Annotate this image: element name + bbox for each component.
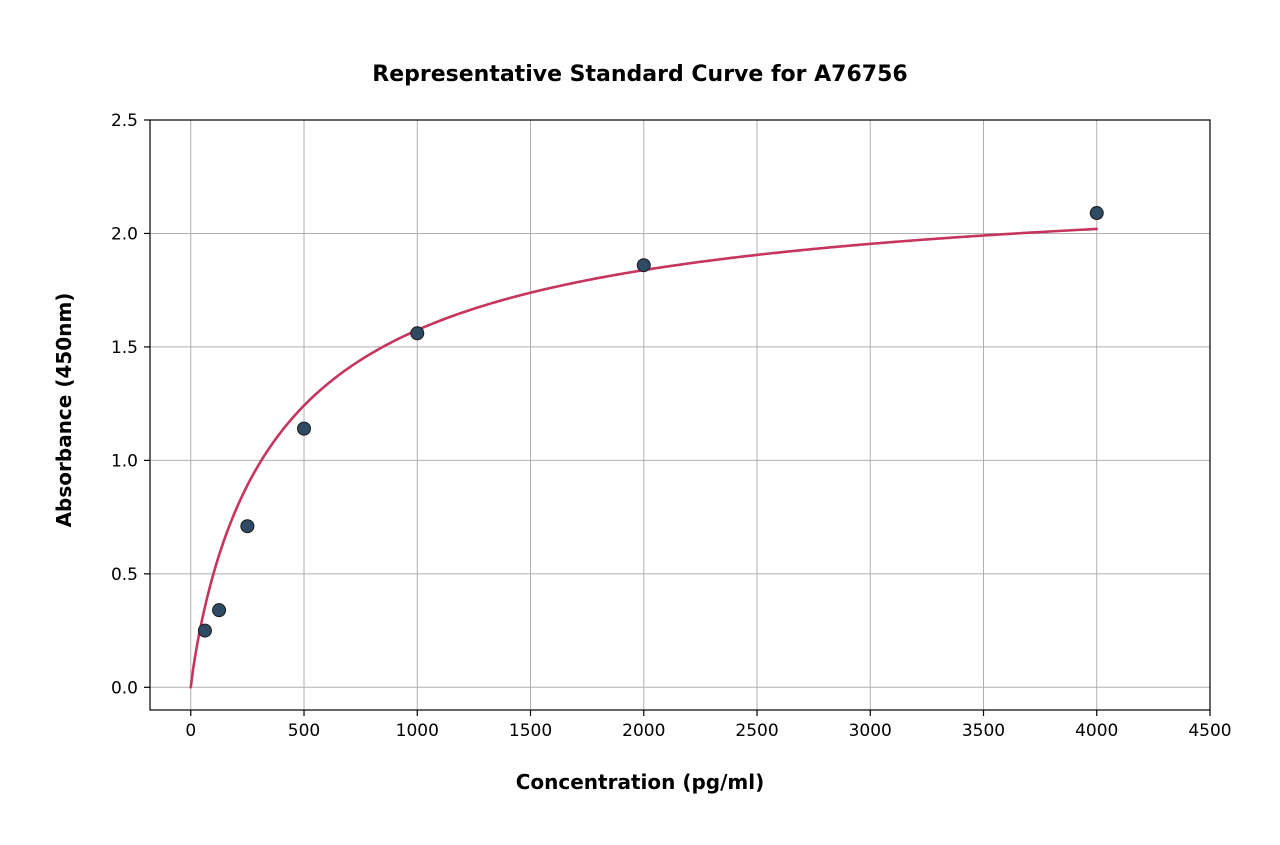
x-tick-label: 0 [185,721,196,741]
y-tick-label: 0.0 [111,678,138,698]
data-point [1090,207,1103,220]
data-point [298,422,311,435]
x-tick-label: 1500 [509,721,552,741]
x-tick-label: 3500 [962,721,1005,741]
x-tick-label: 2500 [735,721,778,741]
data-point [198,624,211,637]
y-tick-label: 2.0 [111,224,138,244]
chart-svg: 0 500 1000 1500 2000 2500 3000 3500 4000 4500 0.0 0… [0,0,1280,845]
data-point [637,259,650,272]
y-tick-label: 1.5 [111,338,138,358]
x-tick-label: 1000 [396,721,439,741]
y-tick-label: 0.5 [111,565,138,585]
x-tick-label: 4000 [1075,721,1118,741]
x-tick-label: 3000 [849,721,892,741]
y-tick-label: 2.5 [111,111,138,131]
x-tick-label: 4500 [1188,721,1231,741]
data-point [241,520,254,533]
data-point [213,604,226,617]
x-tick-label: 2000 [622,721,665,741]
y-tick-label: 1.0 [111,451,138,471]
data-point [411,327,424,340]
x-tick-label: 500 [288,721,320,741]
chart-container: Representative Standard Curve for A76756… [0,0,1280,845]
plot-area [150,120,1210,710]
